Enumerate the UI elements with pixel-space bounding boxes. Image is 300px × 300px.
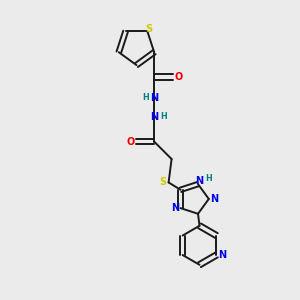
Text: N: N [171,203,179,213]
Text: S: S [160,177,167,188]
Text: N: N [218,250,226,260]
Text: H: H [160,112,166,121]
Text: O: O [126,136,134,147]
Text: N: N [150,93,158,103]
Text: S: S [146,24,152,34]
Text: H: H [206,174,212,183]
Text: O: O [174,72,182,82]
Text: H: H [142,93,149,102]
Text: N: N [195,176,203,185]
Text: N: N [210,194,218,204]
Text: N: N [150,112,158,122]
